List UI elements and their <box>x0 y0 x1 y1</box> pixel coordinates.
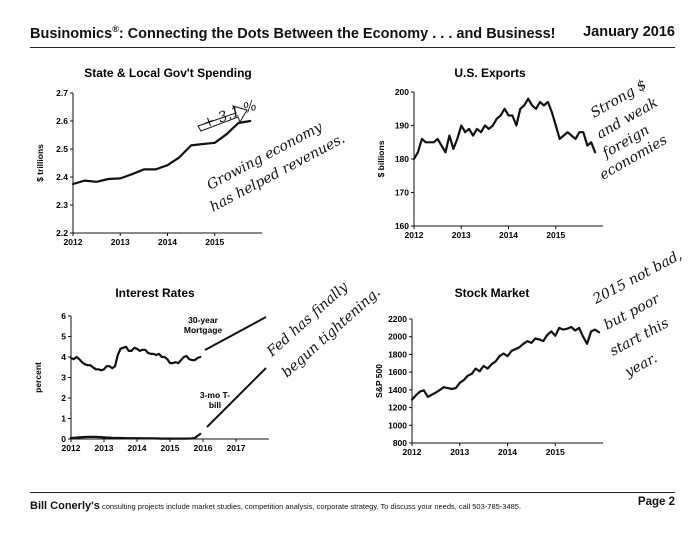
chart-title: Interest Rates <box>115 286 195 300</box>
footer-author: Bill Conerly's <box>30 500 100 512</box>
y-tick-label: 1400 <box>388 385 407 395</box>
growth-arrow-label: + 3.1 % <box>201 98 259 132</box>
y-tick-label: 2200 <box>388 314 407 324</box>
y-tick-label: 160 <box>395 221 409 231</box>
y-axis-label: $ trillions <box>35 144 45 182</box>
y-tick-label: 1600 <box>388 367 407 377</box>
y-tick-label: 2 <box>61 393 66 403</box>
y-tick-label: 5 <box>61 332 66 342</box>
title-brand: Businomics <box>30 25 113 42</box>
y-tick-label: 1 <box>61 414 66 424</box>
y-tick-label: 1800 <box>388 349 407 359</box>
x-tick-label: 2015 <box>546 447 565 457</box>
x-tick-label: 2013 <box>452 230 471 240</box>
x-tick-label: 2013 <box>95 443 114 453</box>
chart-spending: State & Local Gov't Spending 2.2 2.3 2.4 2.5… <box>35 66 262 247</box>
y-tick-label: 180 <box>395 154 409 164</box>
y-tick-label: 6 <box>61 311 66 321</box>
chart-title: State & Local Gov't Spending <box>84 66 252 80</box>
chart-title: Stock Market <box>455 286 530 300</box>
series-line-1 <box>69 345 202 372</box>
y-tick-label: 2000 <box>388 332 407 342</box>
x-tick-label: 2012 <box>405 230 424 240</box>
mortgage-label: Mortgage <box>184 325 223 335</box>
y-tick-label: 800 <box>393 438 407 448</box>
title-registered-mark: ® <box>112 24 119 34</box>
x-tick-label: 2015 <box>205 237 224 247</box>
series-line-2 <box>69 432 202 440</box>
page-footer: Bill Conerly's consulting projects inclu… <box>30 496 675 512</box>
series-line-1 <box>71 119 252 186</box>
tbill-pointer <box>206 367 267 428</box>
chart-stocks: Stock Market 800 1000 1200 1400 1600 1800 2000 2… <box>374 286 603 457</box>
y-tick-label: 2.2 <box>56 228 68 238</box>
y-tick-label: 0 <box>61 434 66 444</box>
y-axis-label: S&P 500 <box>374 364 384 398</box>
handwritten-note: 2015 not bad, <box>589 247 684 308</box>
x-tick-label: 2013 <box>450 447 469 457</box>
x-tick-label: 2014 <box>498 447 517 457</box>
mortgage-pointer <box>204 316 267 351</box>
x-tick-label: 2015 <box>161 443 180 453</box>
x-tick-label: 2012 <box>403 447 422 457</box>
y-tick-label: 2.4 <box>56 172 68 182</box>
y-tick-label: 2.5 <box>56 144 68 154</box>
y-tick-label: 4 <box>61 352 66 362</box>
y-tick-label: 170 <box>395 188 409 198</box>
y-tick-label: 1200 <box>388 403 407 413</box>
y-axis-label: percent <box>33 362 43 393</box>
x-tick-label: 2014 <box>158 237 177 247</box>
growth-arrow-icon <box>197 105 248 132</box>
y-tick-label: 2.7 <box>56 88 68 98</box>
footer-description: consulting projects include market studi… <box>99 502 522 511</box>
y-tick-label: 190 <box>395 121 409 131</box>
y-axis-label: $ billions <box>376 140 386 177</box>
handwritten-note: year. <box>621 350 660 381</box>
page-title: Businomics®: Connecting the Dots Between… <box>30 24 556 42</box>
x-tick-label: 2016 <box>194 443 213 453</box>
series-line-1 <box>410 325 601 401</box>
y-tick-label: 1000 <box>388 420 407 430</box>
x-tick-label: 2012 <box>64 237 83 247</box>
x-tick-label: 2012 <box>62 443 81 453</box>
y-tick-label: 2.6 <box>56 116 68 126</box>
x-tick-label: 2015 <box>546 230 565 240</box>
y-tick-label: 3 <box>61 373 66 383</box>
x-tick-label: 2017 <box>227 443 246 453</box>
mortgage-label: 30-year <box>188 315 218 325</box>
page-number: Page 2 <box>637 496 675 508</box>
series-line-1 <box>412 97 597 161</box>
tbill-label: 3-mo T- <box>200 390 230 400</box>
chart-title: U.S. Exports <box>454 66 526 80</box>
header-rule <box>30 47 675 48</box>
chart-exports: U.S. Exports 160 170 180 190 200 2012 2013 2014 2… <box>376 66 603 240</box>
page-header: Businomics®: Connecting the Dots Between… <box>30 24 675 46</box>
footer-rule <box>30 492 675 493</box>
y-tick-label: 2.3 <box>56 200 68 210</box>
x-tick-label: 2013 <box>111 237 130 247</box>
chart-rates: Interest Rates 0 1 2 3 4 5 6 2012 2013 2014 2015 201… <box>33 286 269 453</box>
x-tick-label: 2014 <box>128 443 147 453</box>
tbill-label: bill <box>209 400 221 410</box>
title-subtitle: : Connecting the Dots Between the Econom… <box>118 25 556 42</box>
issue-date: January 2016 <box>583 24 675 40</box>
x-tick-label: 2014 <box>499 230 518 240</box>
y-tick-label: 200 <box>395 87 409 97</box>
